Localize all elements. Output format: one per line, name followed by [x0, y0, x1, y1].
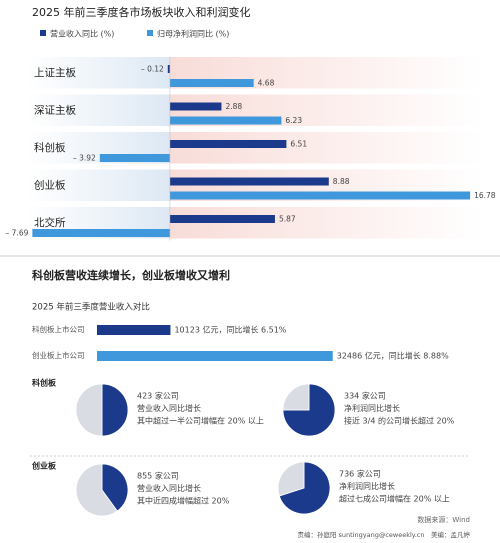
pie-slice: [282, 383, 310, 411]
bar: [169, 140, 287, 148]
pie-caption: 423 家公司: [137, 391, 179, 401]
bar: [167, 65, 170, 73]
category-label: 科创板: [34, 141, 66, 154]
group-label: 科创板: [32, 378, 57, 388]
bar: [169, 177, 329, 186]
pie-slice: [277, 461, 305, 497]
pie-caption: 接近 3/4 的公司增长超过 20%: [344, 416, 455, 426]
bar: [32, 229, 170, 237]
value-label: – 7.69: [6, 229, 29, 238]
value-label: 16.78: [474, 191, 496, 200]
value-label: 32486 亿元，同比增长 8.88%: [337, 351, 449, 361]
pie-slice: [75, 463, 118, 517]
value-label: 6.23: [285, 116, 302, 125]
pie-caption: 其中近四成增幅超过 20%: [137, 496, 230, 506]
value-label: 5.87: [279, 215, 296, 224]
bar: [169, 79, 254, 87]
category-label: 北交所: [34, 216, 66, 229]
pie-slice: [101, 383, 129, 437]
category-label: 科创板上市公司: [32, 324, 85, 334]
bar: [169, 215, 275, 223]
bar: [169, 102, 222, 111]
pie-slice: [278, 461, 331, 515]
value-label: – 3.92: [73, 154, 96, 163]
source: 数据来源：Wind: [417, 515, 470, 524]
pie-caption: 超过七成公司增幅在 20% 以上: [339, 494, 450, 504]
pie-caption: 855 家公司: [137, 471, 179, 481]
bar: [169, 191, 471, 200]
group-label: 创业板: [31, 461, 57, 471]
row-bg-left: [28, 94, 170, 126]
row-bg-left: [28, 169, 170, 201]
pie-caption: 营业收入同比增长: [137, 483, 201, 493]
bar: [97, 351, 333, 361]
value-label: 8.88: [333, 177, 350, 186]
chart-title: 2025 年前三季度各市场板块收入和利润变化: [32, 5, 251, 19]
bar: [99, 154, 170, 162]
pie-caption: 净利润同比增长: [339, 481, 395, 491]
pie-slice: [101, 463, 129, 512]
value-label: 6.51: [290, 140, 307, 149]
value-label: 2.88: [225, 102, 242, 111]
legend-swatch: [147, 30, 153, 36]
legend-swatch: [40, 30, 46, 36]
category-label: 上证主板: [34, 66, 76, 79]
category-label: 创业板上市公司: [32, 350, 85, 360]
value-label: 4.68: [258, 79, 275, 88]
category-label: 深证主板: [34, 104, 76, 117]
pie-caption: 净利润同比增长: [344, 403, 400, 413]
pie-caption: 736 家公司: [339, 469, 381, 479]
value-label: 10123 亿元，同比增长 6.51%: [174, 325, 286, 335]
category-label: 创业板: [34, 179, 66, 192]
pie-caption: 其中超过一半公司增幅在 20% 以上: [137, 416, 264, 426]
chart-title: 2025 年前三季度营业收入对比: [32, 302, 150, 313]
pie-slice: [75, 383, 103, 437]
row-bg-left: [28, 57, 170, 89]
value-label: – 0.12: [141, 65, 164, 74]
pie-caption: 营业收入同比增长: [137, 403, 201, 413]
legend-label: 归母净利润同比 (%): [157, 29, 229, 39]
section-title: 科创板营收连续增长，创业板增收又增利: [32, 268, 230, 282]
credits: 责编：孙庭阳 suntingyang@ceweekly.cn 美编：孟凡婷: [297, 530, 470, 539]
bar: [97, 325, 171, 335]
pie-caption: 334 家公司: [344, 391, 386, 401]
legend-label: 营业收入同比 (%): [50, 29, 114, 39]
pie-slice: [282, 383, 336, 437]
bar: [169, 116, 282, 125]
